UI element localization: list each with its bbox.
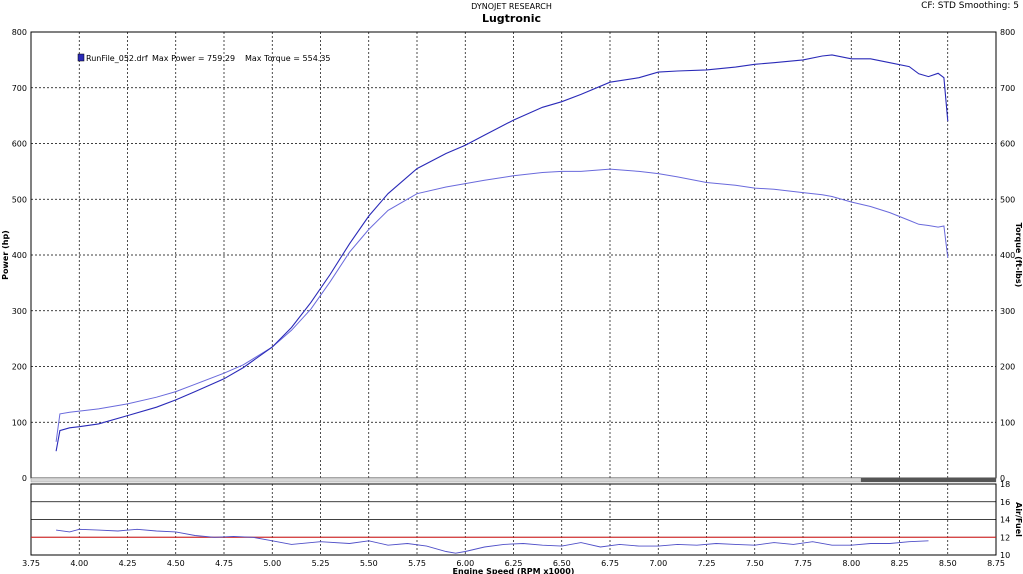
x-tick-label: 8.75 [987, 559, 1005, 568]
y-axis-title-torque: Torque (ft-lbs) [1014, 223, 1023, 288]
legend-max-torque: Max Torque = 554.35 [245, 54, 331, 63]
afr-y-tick-label: 14 [1000, 516, 1010, 525]
power-series-line [55, 54, 949, 452]
y-tick-label-left: 800 [12, 28, 27, 37]
horizontal-scrollbar [30, 477, 997, 483]
x-tick-label: 6.75 [601, 559, 619, 568]
correction-smoothing-label: CF: STD Smoothing: 5 [921, 1, 1019, 11]
x-tick-label: 6.50 [553, 559, 571, 568]
afr-y-tick-label: 18 [1000, 480, 1010, 489]
power-torque-plot [30, 31, 997, 483]
scrollbar-thumb [860, 478, 996, 482]
x-tick-label: 5.00 [263, 559, 281, 568]
y-tick-label-right: 400 [1000, 251, 1015, 260]
legend-max-power: Max Power = 759.29 [152, 54, 235, 63]
legend: RunFile_052.drf Max Power = 759.29 Max T… [77, 53, 331, 63]
torque-series-line [55, 168, 949, 442]
y-tick-label-left: 300 [12, 307, 27, 316]
x-axis-title: Engine Speed (RPM x1000) [453, 567, 575, 574]
x-tick-label: 7.00 [649, 559, 667, 568]
dyno-vendor-label: DYNOJET RESEARCH [471, 2, 552, 11]
y-tick-label-left: 600 [12, 140, 27, 149]
axis-labels: 0 0 100 100 200 200 300 300 400 400 500 500 600 600 70… [1, 28, 1023, 574]
y-tick-label-right: 300 [1000, 307, 1015, 316]
x-tick-label: 5.50 [360, 559, 378, 568]
y-tick-label-left: 0 [22, 474, 27, 483]
x-tick-label: 3.75 [22, 559, 40, 568]
y-tick-label-right: 700 [1000, 84, 1015, 93]
y-axis-title-afr: Air/Fuel [1014, 502, 1023, 537]
y-tick-label-right: 100 [1000, 418, 1015, 427]
legend-run-file: RunFile_052.drf [86, 54, 148, 63]
chart-title: Lugtronic [481, 12, 542, 25]
y-tick-label-left: 200 [12, 363, 27, 372]
y-tick-label-left: 700 [12, 84, 27, 93]
x-tick-label: 7.25 [698, 559, 716, 568]
x-tick-label: 5.75 [408, 559, 426, 568]
x-tick-label: 6.00 [456, 559, 474, 568]
x-tick-label: 4.75 [215, 559, 233, 568]
x-tick-label: 7.50 [746, 559, 764, 568]
y-tick-label-right: 600 [1000, 140, 1015, 149]
afr-y-tick-label: 12 [1000, 533, 1010, 542]
afr-y-tick-label: 16 [1000, 498, 1010, 507]
y-tick-label-left: 500 [12, 195, 27, 204]
air-fuel-plot [30, 483, 997, 556]
x-tick-label: 5.25 [312, 559, 330, 568]
y-tick-label-right: 500 [1000, 195, 1015, 204]
y-tick-label-right: 800 [1000, 28, 1015, 37]
x-tick-label: 7.75 [794, 559, 812, 568]
x-tick-label: 4.25 [119, 559, 137, 568]
afr-y-tick-label: 10 [1000, 551, 1010, 560]
x-tick-label: 4.50 [167, 559, 185, 568]
y-tick-label-right: 200 [1000, 363, 1015, 372]
x-tick-label: 4.00 [70, 559, 88, 568]
x-tick-label: 8.00 [842, 559, 860, 568]
y-tick-label-right: 0 [1000, 474, 1005, 483]
afr-series-line [56, 528, 929, 554]
y-axis-title-power: Power (hp) [1, 230, 10, 280]
x-tick-label: 8.25 [891, 559, 909, 568]
y-tick-label-left: 400 [12, 251, 27, 260]
y-tick-label-left: 100 [12, 418, 27, 427]
x-tick-label: 6.25 [505, 559, 523, 568]
x-tick-label: 8.50 [939, 559, 957, 568]
legend-swatch [77, 53, 85, 62]
